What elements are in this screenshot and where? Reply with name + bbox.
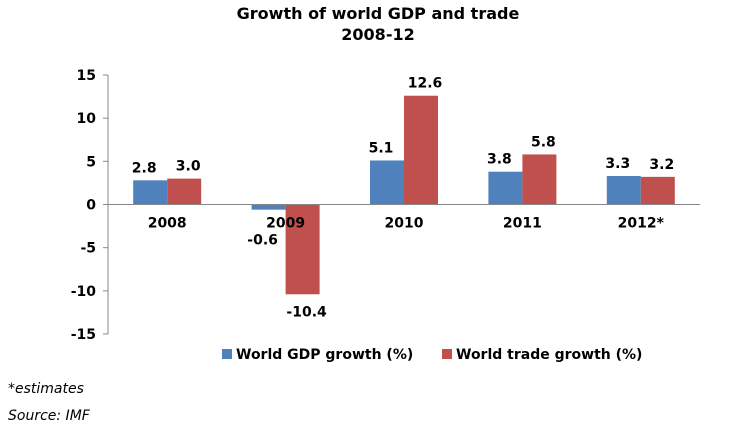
legend-swatch <box>222 349 232 359</box>
y-tick-label: 10 <box>77 111 97 127</box>
bar <box>640 176 675 205</box>
y-tick-label: 15 <box>77 68 96 84</box>
data-label: 3.0 <box>176 159 201 175</box>
data-label: 3.8 <box>487 152 512 168</box>
data-label: 3.3 <box>605 156 630 172</box>
x-tick-label: 2012* <box>618 216 665 232</box>
y-tick-label: 5 <box>86 154 96 170</box>
x-tick-label: 2008 <box>148 216 187 232</box>
y-tick-label: -5 <box>80 241 96 257</box>
legend-label: World trade growth (%) <box>456 347 642 363</box>
bar <box>370 160 404 205</box>
data-label: 3.2 <box>649 157 674 173</box>
data-label: 12.6 <box>408 76 443 92</box>
bar <box>606 176 641 205</box>
x-tick-label: 2009 <box>266 216 305 232</box>
plot-area: 15 10 5 0 -5 -10 -15 2.8 3.0 2008 -0.6 -10.4 2009 5.1… <box>71 68 700 343</box>
y-tick-label: -15 <box>71 327 96 343</box>
bar <box>167 178 202 205</box>
data-label: -10.4 <box>286 304 327 320</box>
data-label: 2.8 <box>132 160 157 176</box>
legend-label: World GDP growth (%) <box>236 347 413 363</box>
bar <box>133 180 168 205</box>
chart-title: Growth of world GDP and trade <box>237 4 520 23</box>
legend: World GDP growth (%) World trade growth (… <box>222 347 642 363</box>
data-label: -0.6 <box>247 233 278 249</box>
x-tick-label: 2010 <box>385 216 424 232</box>
y-tick-label: -10 <box>71 284 97 300</box>
x-tick-label: 2011 <box>503 216 542 232</box>
bar <box>251 204 286 210</box>
data-label: 5.1 <box>369 140 394 156</box>
y-tick-label: 0 <box>86 198 96 214</box>
bar <box>488 171 523 205</box>
bar <box>522 154 557 205</box>
legend-swatch <box>442 349 452 359</box>
bar <box>285 204 320 295</box>
chart-subtitle: 2008-12 <box>341 25 414 44</box>
source-note: Source: IMF <box>8 408 90 424</box>
estimates-note: *estimates <box>8 381 84 397</box>
data-label: 5.8 <box>531 134 556 150</box>
bar <box>404 95 438 205</box>
